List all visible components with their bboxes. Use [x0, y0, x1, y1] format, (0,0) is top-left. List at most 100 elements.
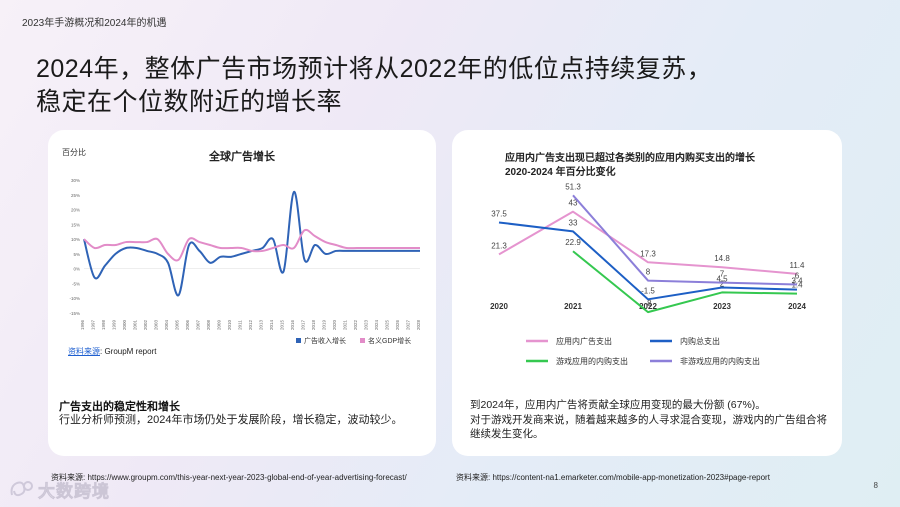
x-tick-label: 2023 [364, 319, 369, 330]
legend-swatch [360, 338, 365, 343]
y-tick-label: 30% [71, 178, 80, 183]
x-tick-label: 2016 [290, 319, 295, 330]
x-tick-label: 2028 [416, 319, 421, 330]
x-tick-label: 2006 [185, 319, 190, 330]
page-title-line1: 2024年，整体广告市场预计将从2022年的低位点持续复苏， [36, 55, 713, 83]
data-label: -8 [644, 299, 652, 308]
x-tick-label: 2007 [196, 319, 201, 330]
y-tick-label: 0% [73, 267, 80, 272]
data-label: 6 [795, 272, 800, 281]
chart-subtitle: 2020-2024 年百分比变化 [505, 165, 616, 178]
total-iap-line [498, 221, 798, 301]
data-label: 14.8 [714, 254, 730, 263]
y-tick-label: -10% [69, 296, 80, 301]
chart-title: 应用内广告支出现已超过各类别的应用内购买支出的增长 [505, 151, 756, 164]
x-tick-label: 2009 [217, 319, 222, 330]
data-label: 33 [569, 218, 578, 227]
x-tick-label: 2019 [322, 319, 327, 330]
global-ad-growth-chart: 全球广告增长百分比30%25%20%15%10%5%0%-5%-10%-15%1… [62, 147, 421, 345]
chart-title: 全球广告增长 [208, 149, 276, 163]
x-tick-label: 2011 [238, 320, 243, 330]
nominal-gdp-growth-line [83, 228, 420, 262]
x-tick-label: 1997 [91, 319, 96, 330]
data-label: -1.5 [641, 286, 655, 295]
data-label: 2 [720, 279, 725, 288]
data-label: 3.4 [791, 277, 803, 286]
right-text-2: 对于游戏开发商来说，随着越来越多的人寻求混合变现，游戏内的广告组合将继续发生变化… [470, 413, 827, 441]
data-label: 51.3 [565, 182, 581, 191]
y-tick-label: 25% [71, 193, 80, 198]
chart-source: 资料来源: GroupM report [68, 346, 156, 357]
x-tick-label: 2010 [227, 319, 232, 330]
data-label: 17.3 [640, 249, 656, 258]
section-label: 2023年手游概况和2024年的机遇 [22, 18, 167, 29]
in-app-ad-spend-line [498, 210, 798, 275]
x-tick-label: 1996 [80, 319, 85, 330]
x-tick-label: 2021 [564, 302, 582, 311]
x-tick-label: 2025 [385, 319, 390, 330]
legend-label: 应用内广告支出 [556, 336, 612, 346]
data-label: 7 [720, 270, 725, 279]
legend-label: 非游戏应用的内购支出 [680, 356, 760, 366]
y-tick-label: 15% [71, 222, 80, 227]
legend-label: 广告收入增长 [304, 336, 346, 345]
x-tick-label: 2020 [332, 319, 337, 330]
y-tick-label: 10% [71, 237, 80, 242]
x-tick-label: 2023 [713, 302, 731, 311]
in-app-spend-card: 应用内广告支出现已超过各类别的应用内购买支出的增长 2020-2024 年百分比变… [452, 130, 842, 456]
logo-mark-icon [10, 481, 33, 497]
legend-label: 内购总支出 [680, 336, 720, 346]
source-text: : GroupM report [100, 347, 157, 356]
x-tick-label: 2022 [639, 302, 657, 311]
data-label: 21.3 [491, 241, 507, 250]
x-tick-label: 2013 [259, 319, 264, 330]
data-label: 43 [569, 199, 578, 208]
section-subtitle: 广告支出的稳定性和增长 [59, 401, 180, 413]
x-tick-label: 2014 [269, 319, 274, 330]
ad-revenue-growth-line [83, 190, 420, 297]
logo-text: 大数跨境 [38, 481, 110, 501]
y-tick-label: -5% [72, 281, 80, 286]
x-tick-label: 2002 [143, 319, 148, 330]
right-text-1: 到2024年，应用内广告将贡献全球应用变现的最大份额 (67%)。 [470, 399, 766, 411]
section-description: 行业分析师预测，2024年市场仍处于发展阶段，增长稳定，波动较少。 [59, 414, 403, 426]
legend-label: 游戏应用的内购支出 [556, 356, 628, 366]
x-tick-label: 2015 [280, 319, 285, 330]
x-tick-label: 1998 [101, 319, 106, 330]
x-tick-label: 2017 [301, 319, 306, 330]
x-tick-label: 2022 [353, 319, 358, 330]
brand-logo: 大数跨境 [8, 476, 110, 502]
right-description: 到2024年，应用内广告将贡献全球应用变现的最大份额 (67%)。 对于游戏开发… [470, 398, 830, 442]
x-tick-label: 2024 [788, 302, 806, 311]
x-tick-label: 2003 [154, 319, 159, 330]
footnote-left[interactable]: 资料来源: https://www.groupm.com/this-year-n… [51, 473, 407, 482]
non-game-iap-line [572, 194, 798, 286]
x-tick-label: 2000 [122, 319, 127, 330]
data-label: 37.5 [491, 209, 507, 218]
x-tick-label: 2020 [490, 302, 508, 311]
x-tick-label: 2012 [248, 319, 253, 330]
x-tick-label: 2005 [175, 319, 180, 330]
data-label: 11.4 [790, 261, 806, 270]
ad-growth-card: 全球广告增长 百分比 30% 25% 20% 15% 10% 5% 0% -5% -10% -15% 1… [48, 130, 436, 456]
x-tick-label: 2004 [164, 319, 169, 330]
x-tick-label: 2024 [374, 319, 379, 330]
y-tick-label: 5% [73, 252, 80, 257]
legend-swatch [296, 338, 301, 343]
legend-label: 名义GDP增长 [368, 336, 411, 345]
source-link[interactable]: 资料来源 [68, 347, 100, 356]
x-tick-label: 2026 [395, 319, 400, 330]
x-tick-label: 2021 [343, 319, 348, 330]
y-tick-label: -15% [69, 311, 80, 316]
footnote-right[interactable]: 资料来源: https://content-na1.emarketer.com/… [456, 473, 770, 482]
data-label: 8 [646, 268, 651, 277]
x-tick-label: 2027 [406, 319, 411, 330]
data-label: 4.5 [716, 274, 728, 283]
page-title: 2024年，整体广告市场预计将从2022年的低位点持续复苏， 稳定在个位数附近的… [36, 53, 876, 119]
data-label: 22.9 [565, 238, 581, 247]
x-tick-label: 2008 [206, 319, 211, 330]
y-axis-label: 百分比 [62, 147, 86, 157]
page-number: 8 [873, 481, 878, 490]
x-tick-label: 1999 [112, 319, 117, 330]
